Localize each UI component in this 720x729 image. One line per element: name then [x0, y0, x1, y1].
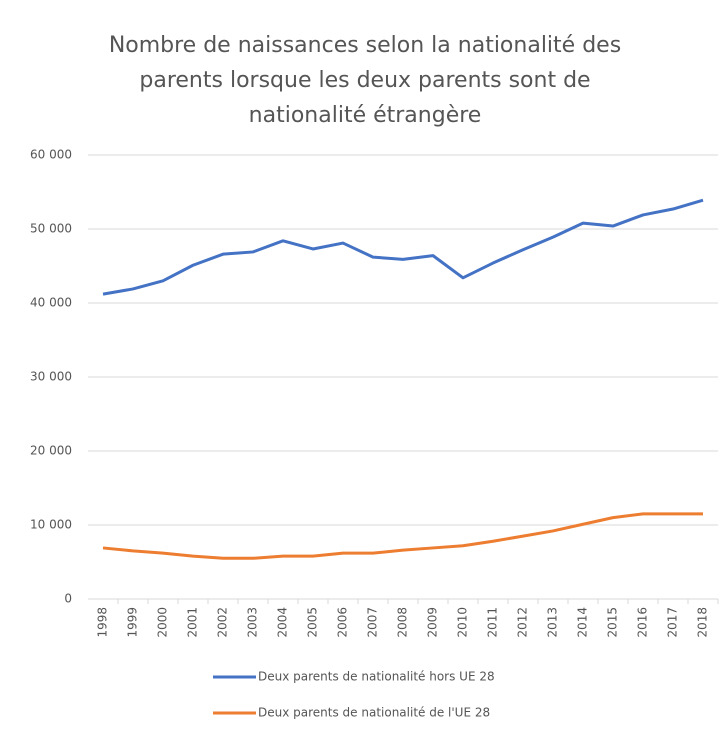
x-tick-label: 2018 — [696, 607, 710, 638]
x-tick-label: 2011 — [486, 607, 500, 638]
x-tick-label: 2014 — [576, 607, 590, 638]
series-line — [102, 512, 703, 560]
x-tick-label: 2003 — [246, 607, 260, 638]
x-tick-label: 2016 — [636, 607, 650, 638]
y-tick-label: 50 000 — [30, 222, 72, 236]
x-tick-label: 2002 — [216, 607, 230, 638]
x-tick-label: 2005 — [306, 607, 320, 638]
chart-title: Nombre de naissances selon la nationalit… — [108, 33, 622, 128]
x-tick-label: 2017 — [666, 607, 680, 638]
y-tick-label: 30 000 — [30, 370, 72, 384]
x-tick-label: 1999 — [126, 607, 140, 638]
x-tick-label: 2010 — [456, 607, 470, 638]
x-tick-label: 2006 — [336, 607, 350, 638]
x-tick-label: 2015 — [606, 607, 620, 638]
x-tick-label: 2009 — [426, 607, 440, 638]
y-tick-label: 60 000 — [30, 148, 72, 162]
x-tick-label: 2007 — [366, 607, 380, 638]
y-tick-label: 10 000 — [30, 518, 72, 532]
legend-label: Deux parents de nationalité de l'UE 28 — [258, 706, 490, 720]
x-tick-label: 1998 — [96, 607, 110, 638]
x-tick-label: 2001 — [186, 607, 200, 638]
y-tick-label: 20 000 — [30, 444, 72, 458]
x-tick-label: 2013 — [546, 607, 560, 638]
x-tick-label: 2008 — [396, 607, 410, 638]
legend-label: Deux parents de nationalité hors UE 28 — [258, 670, 495, 684]
x-tick-label: 2004 — [276, 607, 290, 638]
y-tick-label: 40 000 — [30, 296, 72, 310]
series-line — [102, 198, 704, 296]
y-tick-label: 0 — [64, 592, 72, 606]
x-tick-label: 2000 — [156, 607, 170, 638]
x-tick-label: 2012 — [516, 607, 530, 638]
